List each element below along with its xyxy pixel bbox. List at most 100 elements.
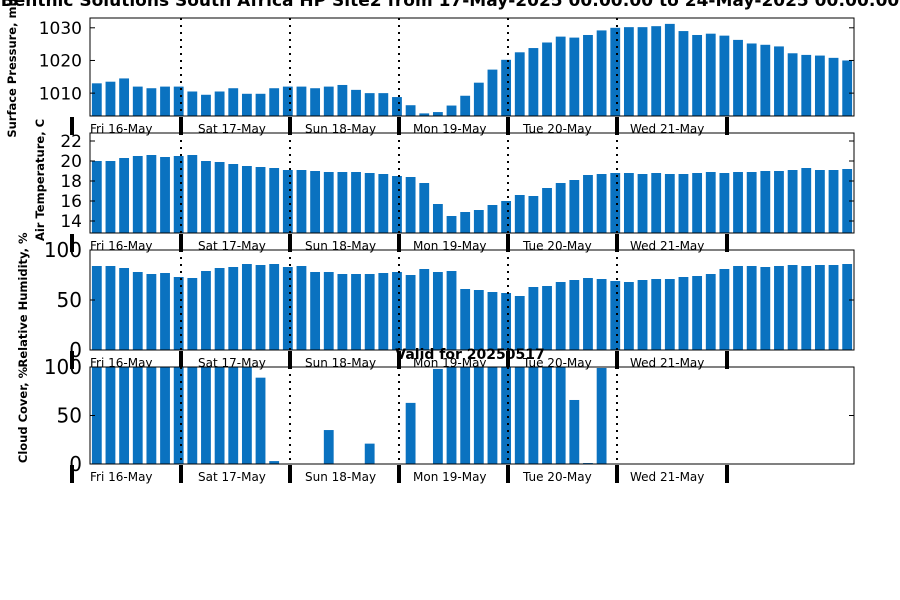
bar (828, 57, 839, 116)
bar (160, 273, 170, 350)
bar (760, 44, 771, 116)
bar (637, 174, 648, 233)
bar (269, 88, 280, 116)
bar (487, 367, 498, 464)
bar (201, 367, 211, 464)
day-label: Wed 21-May (630, 470, 704, 484)
bar (623, 282, 634, 350)
bar (187, 91, 198, 116)
y-tick-label: 100 (44, 238, 82, 262)
bar (228, 367, 239, 464)
y-tick-label: 50 (57, 288, 82, 312)
bar (323, 430, 334, 464)
day-label: Sat 17-May (198, 239, 266, 253)
bar (569, 37, 580, 116)
bar (664, 23, 675, 117)
bar (255, 93, 266, 116)
bar (146, 155, 157, 233)
y-tick-label: 18 (60, 172, 82, 192)
bar (774, 46, 784, 116)
day-label: Sat 17-May (198, 470, 266, 484)
bar (105, 81, 116, 116)
bar (528, 287, 539, 350)
y-tick-label: 1020 (39, 52, 82, 72)
bar (542, 188, 552, 233)
bar (446, 105, 457, 116)
bar (432, 368, 443, 464)
bar (501, 367, 512, 464)
bar (160, 157, 170, 233)
y-tick-label: 100 (44, 355, 82, 379)
bar (173, 367, 184, 464)
y-axis-label-cloud: Cloud Cover, % (16, 366, 30, 463)
bar (460, 212, 471, 233)
bar (678, 277, 689, 350)
day-label: Sun 18-May (305, 356, 376, 370)
bar (569, 180, 580, 233)
bar (228, 164, 239, 233)
bar (774, 171, 784, 233)
y-tick-label: 1010 (39, 84, 82, 104)
bar (514, 52, 525, 116)
bar (269, 461, 280, 464)
bar (378, 93, 389, 116)
y-axis-label-pressure: Surface Pressure, mb (5, 0, 19, 138)
bar (173, 156, 184, 233)
day-label: Sun 18-May (305, 122, 376, 136)
bar (296, 170, 307, 233)
bar (705, 172, 716, 233)
y-axis-label-temperature: Air Temperature, C (33, 119, 47, 241)
bar (733, 39, 743, 116)
bar (637, 27, 648, 116)
bar (842, 169, 853, 233)
y-tick-label: 20 (60, 152, 82, 172)
bar (501, 293, 512, 350)
bar (132, 86, 143, 116)
bar (569, 280, 580, 350)
bar (651, 173, 662, 233)
bar (378, 174, 389, 233)
bar (814, 170, 825, 233)
bar (610, 281, 621, 350)
bar (623, 173, 634, 233)
bar (460, 367, 471, 464)
bar (132, 272, 143, 350)
bar (201, 94, 211, 116)
axes-frame (89, 17, 855, 117)
bar (678, 31, 689, 116)
bar (719, 35, 730, 116)
bar (337, 274, 348, 350)
bar (719, 173, 730, 233)
day-label: Tue 20-May (522, 122, 592, 136)
bar (255, 167, 266, 233)
bar (269, 168, 280, 233)
panel-pressure: Surface Pressure, mb 1010 1020 1030 Fri 16-… (5, 0, 855, 138)
day-label: Mon 19-May (413, 122, 487, 136)
bar (201, 271, 211, 350)
bar (310, 88, 321, 116)
bar (801, 168, 812, 233)
bar (774, 266, 784, 350)
day-label: Tue 20-May (522, 470, 592, 484)
day-label: Fri 16-May (90, 239, 153, 253)
bar (487, 205, 498, 233)
bar (146, 274, 157, 350)
bar (542, 367, 552, 464)
bar (392, 272, 402, 350)
bar (692, 173, 703, 233)
day-label: Wed 21-May (630, 356, 704, 370)
day-label: Tue 20-May (522, 239, 592, 253)
bar (583, 175, 593, 233)
bar (364, 93, 375, 116)
bar (323, 272, 334, 350)
bar (705, 33, 716, 116)
bar (596, 367, 607, 464)
bar (378, 273, 389, 350)
bar (528, 196, 539, 233)
bar (132, 367, 143, 464)
bar (719, 269, 730, 350)
bar (364, 173, 375, 233)
bar (201, 161, 211, 233)
